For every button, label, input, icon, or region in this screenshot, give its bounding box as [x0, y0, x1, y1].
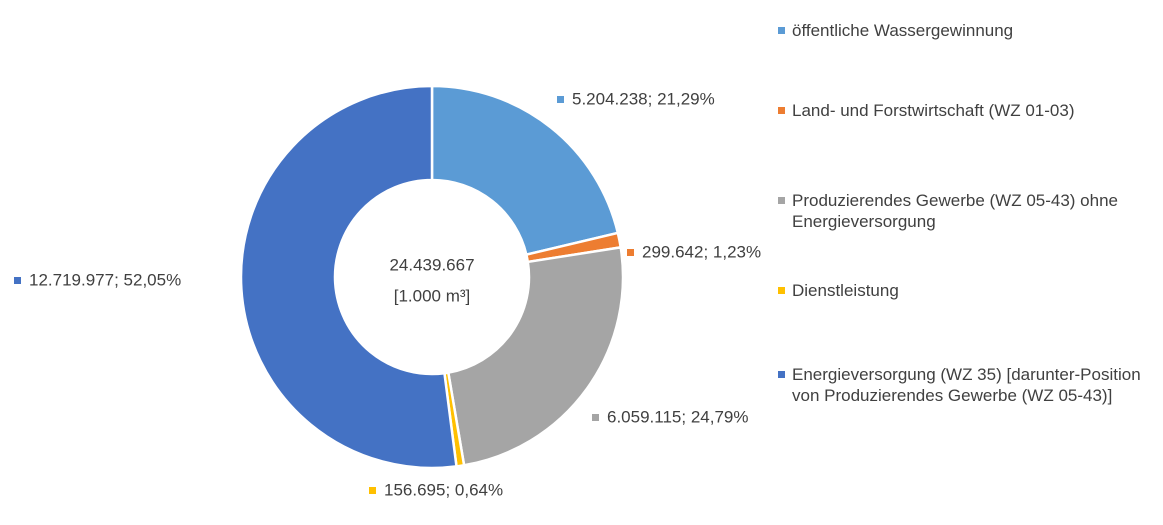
data-label: 12.719.977; 52,05%: [29, 270, 181, 289]
data-label: 6.059.115; 24,79%: [607, 407, 748, 426]
label-marker: [14, 277, 21, 284]
center-unit: [1.000 m³]: [394, 286, 471, 305]
label-marker: [369, 487, 376, 494]
label-marker: [592, 414, 599, 421]
legend-label: Land- und Forstwirtschaft (WZ 01-03): [792, 101, 1075, 120]
legend-entry: Produzierendes Gewerbe (WZ 05-43) ohne E…: [778, 190, 1160, 232]
legend-swatch: [778, 197, 785, 204]
label-marker: [627, 249, 634, 256]
legend-swatch: [778, 27, 785, 34]
legend-entry: Dienstleistung: [778, 280, 1160, 301]
legend-swatch: [778, 287, 785, 294]
data-label: 299.642; 1,23%: [642, 242, 761, 261]
donut-slice: [430, 84, 620, 257]
legend-label: Produzierendes Gewerbe (WZ 05-43) ohne E…: [792, 191, 1118, 231]
legend-swatch: [778, 371, 785, 378]
legend-label: öffentliche Wassergewinnung: [792, 21, 1014, 40]
legend-entry: Energieversorgung (WZ 35) [darunter-Posi…: [778, 364, 1160, 406]
label-marker: [557, 96, 564, 103]
legend-entry: öffentliche Wassergewinnung: [778, 20, 1160, 41]
data-label: 156.695; 0,64%: [384, 480, 503, 499]
legend-label: Dienstleistung: [792, 281, 899, 300]
legend-swatch: [778, 107, 785, 114]
donut-slice: [446, 245, 625, 467]
center-total: 24.439.667: [389, 255, 474, 274]
data-label: 5.204.238; 21,29%: [572, 89, 715, 108]
legend-entry: Land- und Forstwirtschaft (WZ 01-03): [778, 100, 1160, 121]
donut-slice: [239, 84, 458, 470]
legend-label: Energieversorgung (WZ 35) [darunter-Posi…: [792, 365, 1141, 405]
